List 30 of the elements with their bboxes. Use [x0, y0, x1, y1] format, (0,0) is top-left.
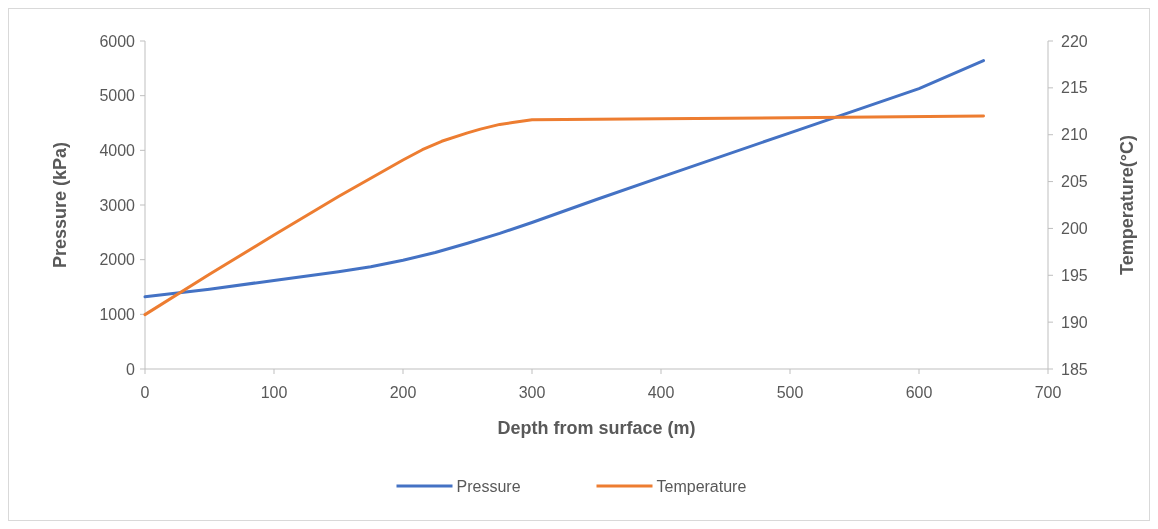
y2-tick-label: 190 — [1061, 313, 1088, 331]
y-tick-label: 5000 — [99, 87, 136, 105]
y2-tick-label: 205 — [1061, 173, 1088, 191]
y-axis-title: Pressure (kPa) — [50, 141, 70, 269]
y-tick-label: 1000 — [99, 305, 136, 323]
y-tick-label: 6000 — [99, 32, 136, 50]
y2-tick-label: 185 — [1061, 360, 1088, 378]
x-tick-label: 400 — [647, 384, 675, 401]
x-tick-label: 0 — [140, 384, 150, 401]
x-tick-label: 200 — [389, 384, 417, 401]
legend-label: Temperature — [656, 477, 747, 495]
line-series — [143, 59, 985, 299]
x-tick-label: 600 — [905, 384, 933, 401]
y-tick-label: 3000 — [99, 196, 136, 214]
x-tick-label: 300 — [518, 384, 546, 401]
y-tick-label: 4000 — [99, 141, 136, 159]
x-tick-label: 700 — [1034, 384, 1062, 401]
x-tick-label: 100 — [260, 384, 288, 401]
x-axis-title: Depth from surface (m) — [497, 418, 696, 438]
y2-tick-label: 210 — [1061, 126, 1088, 144]
x-tick-label: 500 — [776, 384, 804, 401]
y2-tick-label: 215 — [1061, 79, 1088, 97]
y-tick-label: 2000 — [99, 251, 136, 269]
y2-tick-label: 200 — [1061, 220, 1088, 238]
y-tick-label: 0 — [126, 360, 136, 378]
y2-tick-label: 220 — [1061, 32, 1088, 50]
y2-tick-label: 195 — [1061, 266, 1088, 284]
line-series — [143, 114, 985, 317]
legend-label: Pressure — [456, 477, 521, 495]
y2-axis-title: Temperature(°C) — [1117, 135, 1137, 275]
